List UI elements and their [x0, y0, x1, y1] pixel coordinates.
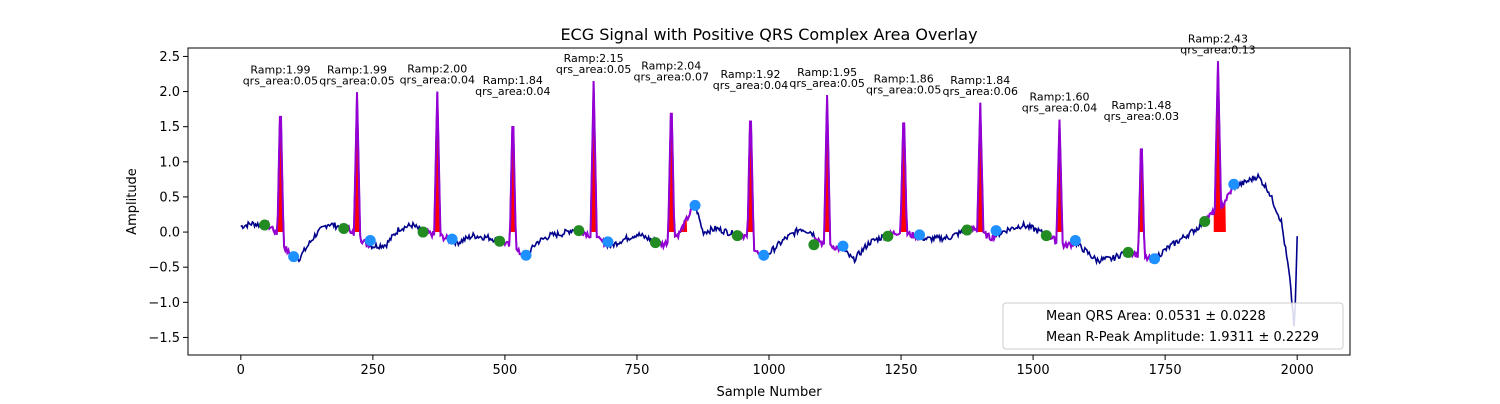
- x-tick-label-250: 250: [360, 363, 385, 378]
- qrs-segment-13: [1205, 61, 1235, 224]
- qrs-area-label-3: qrs_area:0.04: [400, 74, 475, 87]
- y-axis-label: Amplitude: [125, 168, 140, 235]
- qrs-area-label-6: qrs_area:0.07: [634, 71, 709, 84]
- r-amplitude-label-11: Ramp:1.60: [1029, 91, 1089, 104]
- qrs-onset-marker-2: [338, 223, 350, 235]
- qrs-offset-marker-11: [1069, 234, 1081, 246]
- qrs-segment-1: [264, 115, 295, 260]
- axes: 0 250 500 750 1000 1250 1500 1750 2000 −1.5 −1.0 −0…: [148, 47, 1351, 378]
- chart-title: ECG Signal with Positive QRS Complex Are…: [560, 25, 977, 44]
- legend-entry-2: Mean R-Peak Amplitude: 1.9311 ± 0.2229: [1046, 330, 1319, 345]
- x-tick-label-1500: 1500: [1017, 363, 1050, 378]
- y-tick-label-7: 2.0: [159, 85, 180, 100]
- qrs-offset-marker-13: [1228, 178, 1240, 190]
- qrs-offset-marker-2: [364, 234, 376, 246]
- legend-box: [1002, 302, 1344, 350]
- qrs-onset-marker-4: [494, 235, 506, 247]
- r-amplitude-label-5: Ramp:2.15: [564, 52, 624, 65]
- qrs-offset-marker-10: [990, 225, 1002, 237]
- y-tick-label-4: 0.5: [159, 190, 180, 205]
- qrs-onset-marker-6: [649, 237, 661, 249]
- qrs-offset-marker-7: [758, 249, 770, 261]
- qrs-area-label-9: qrs_area:0.05: [866, 83, 941, 96]
- legend: Mean QRS Area: 0.0531 ± 0.0228 Mean R-Pea…: [1002, 302, 1344, 350]
- r-amplitude-label-3: Ramp:2.00: [407, 63, 467, 76]
- qrs-area-label-4: qrs_area:0.04: [475, 85, 550, 98]
- qrs-area-label-10: qrs_area:0.06: [943, 85, 1018, 98]
- legend-entry-1: Mean QRS Area: 0.0531 ± 0.0228: [1046, 309, 1266, 324]
- qrs-segment-11: [1045, 119, 1077, 251]
- qrs-segment-10: [966, 102, 997, 243]
- x-axis-label: Sample Number: [716, 385, 822, 400]
- qrs-onset-marker-5: [573, 225, 585, 237]
- qrs-area-label-11: qrs_area:0.04: [1022, 102, 1097, 115]
- x-tick-label-750: 750: [625, 363, 650, 378]
- qrs-offset-marker-5: [602, 236, 614, 248]
- qrs-offset-marker-12: [1149, 253, 1161, 265]
- qrs-onset-marker-8: [808, 239, 820, 251]
- y-tick-label-0: −1.5: [148, 331, 180, 346]
- qrs-area-label-7: qrs_area:0.04: [713, 79, 788, 92]
- qrs-offset-marker-4: [520, 249, 532, 261]
- qrs-area-10: [976, 102, 989, 233]
- qrs-area-13: [1213, 61, 1226, 233]
- qrs-offset-marker-6: [689, 199, 701, 211]
- qrs-area-label-1: qrs_area:0.05: [243, 74, 318, 87]
- qrs-offset-marker-1: [288, 251, 300, 263]
- qrs-onset-marker-10: [961, 224, 973, 236]
- x-tick-label-500: 500: [492, 363, 517, 378]
- qrs-segment-6: [655, 112, 696, 251]
- r-amplitude-label-4: Ramp:1.84: [483, 74, 543, 87]
- r-amplitude-label-13: Ramp:2.43: [1188, 32, 1248, 45]
- r-amplitude-label-6: Ramp:2.04: [641, 60, 701, 73]
- r-amplitude-label-12: Ramp:1.48: [1111, 99, 1171, 112]
- qrs-onset-marker-7: [731, 230, 743, 242]
- qrs-area-label-5: qrs_area:0.05: [556, 63, 631, 76]
- x-tick-label-0: 0: [237, 363, 245, 378]
- y-tick-label-8: 2.5: [159, 50, 180, 65]
- qrs-area-9: [899, 123, 912, 233]
- qrs-onset-marker-1: [259, 219, 271, 231]
- qrs-area-label-2: qrs_area:0.05: [319, 74, 394, 87]
- qrs-onset-marker-13: [1199, 216, 1211, 228]
- r-amplitude-label-8: Ramp:1.95: [797, 66, 857, 79]
- r-amplitude-label-7: Ramp:1.92: [720, 68, 780, 81]
- y-tick-label-1: −1.0: [148, 296, 180, 311]
- qrs-onset-marker-12: [1122, 246, 1134, 258]
- x-tick-label-1250: 1250: [884, 363, 917, 378]
- x-tick-label-2000: 2000: [1281, 363, 1314, 378]
- qrs-area-label-13: qrs_area:0.13: [1180, 43, 1255, 56]
- r-amplitude-label-10: Ramp:1.84: [950, 74, 1010, 87]
- qrs-area-label-12: qrs_area:0.03: [1104, 110, 1179, 123]
- r-amplitude-label-1: Ramp:1.99: [250, 63, 310, 76]
- qrs-offset-marker-9: [914, 229, 926, 241]
- qrs-offset-marker-8: [837, 240, 849, 252]
- qrs-onset-marker-9: [882, 230, 894, 242]
- plot-area: Ramp:1.99qrs_area:0.05Ramp:1.99qrs_area:…: [240, 32, 1298, 327]
- y-tick-label-5: 1.0: [159, 155, 180, 170]
- r-amplitude-label-2: Ramp:1.99: [327, 63, 387, 76]
- y-tick-label-6: 1.5: [159, 120, 180, 135]
- qrs-onset-marker-11: [1040, 230, 1052, 242]
- qrs-area-label-8: qrs_area:0.05: [789, 77, 864, 90]
- x-tick-label-1000: 1000: [752, 363, 785, 378]
- y-tick-label-2: −0.5: [148, 261, 180, 276]
- qrs-offset-marker-3: [446, 233, 458, 245]
- r-amplitude-label-9: Ramp:1.86: [874, 72, 934, 85]
- qrs-onset-marker-3: [417, 226, 429, 238]
- qrs-segment-9: [887, 122, 920, 242]
- y-tick-label-3: 0.0: [159, 226, 180, 241]
- x-tick-label-1750: 1750: [1149, 363, 1182, 378]
